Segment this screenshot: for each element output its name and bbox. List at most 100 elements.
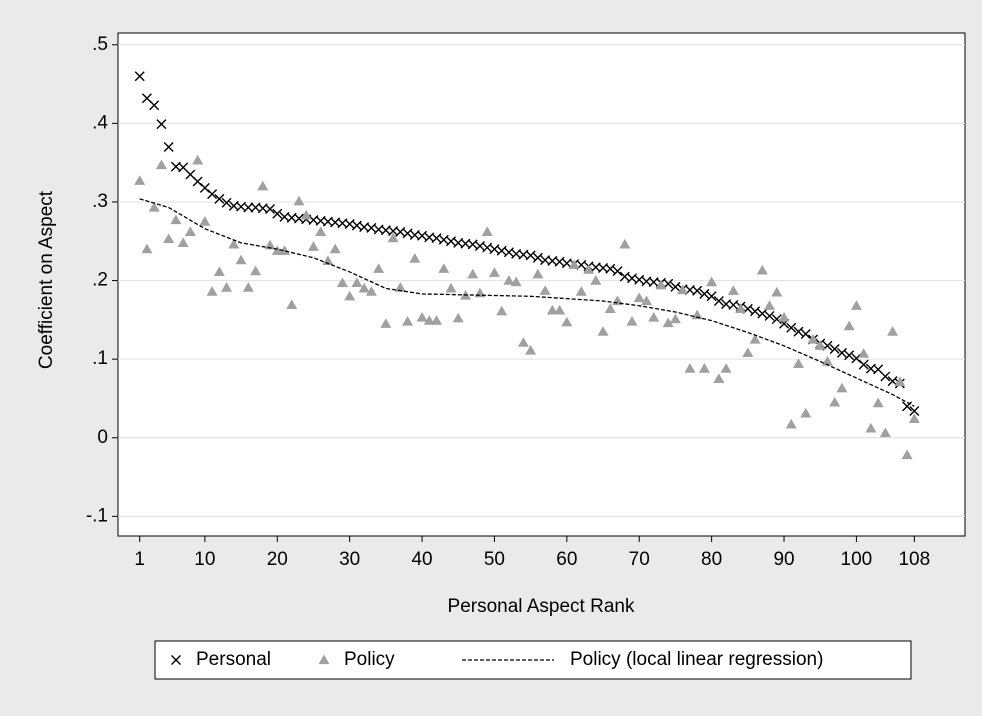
y-tick-label: -.1 — [86, 505, 108, 526]
marker-triangle — [691, 309, 703, 320]
x-tick-label: 30 — [339, 549, 360, 570]
marker-triangle — [170, 214, 182, 225]
marker-triangle — [488, 267, 500, 277]
marker-triangle — [735, 303, 747, 313]
marker-x — [525, 250, 536, 261]
marker-x — [706, 291, 717, 302]
x-tick-label: 80 — [701, 549, 722, 570]
marker-triangle — [539, 285, 551, 295]
marker-triangle — [525, 345, 537, 355]
marker-triangle — [901, 449, 913, 460]
marker-triangle — [380, 318, 392, 328]
marker-x — [670, 281, 681, 292]
marker-triangle — [155, 159, 167, 170]
marker-triangle — [192, 154, 204, 165]
marker-triangle — [894, 376, 906, 387]
marker-triangle — [373, 263, 385, 273]
marker-triangle — [134, 175, 146, 185]
y-tick-label: .5 — [92, 34, 108, 55]
marker-x — [134, 71, 145, 82]
marker-triangle — [257, 180, 269, 191]
marker-x — [786, 322, 797, 333]
marker-triangle — [206, 286, 218, 296]
legend-label: Policy (local linear regression) — [570, 649, 823, 670]
marker-triangle — [307, 241, 319, 251]
marker-triangle — [662, 317, 674, 328]
x-tick-label: 90 — [773, 549, 794, 570]
marker-triangle — [698, 363, 710, 373]
marker-x — [605, 263, 616, 274]
marker-triangle — [778, 312, 790, 322]
y-tick-label: .4 — [92, 112, 108, 133]
marker-x — [699, 288, 710, 299]
marker-x — [221, 197, 232, 208]
marker-triangle — [554, 304, 566, 315]
x-tick-label: 1 — [134, 549, 145, 570]
marker-x — [800, 329, 811, 340]
marker-triangle — [829, 396, 841, 407]
marker-triangle — [438, 263, 450, 273]
marker-triangle — [423, 315, 435, 325]
marker-triangle — [858, 348, 870, 358]
marker-triangle — [771, 286, 783, 297]
marker-triangle — [669, 313, 681, 324]
marker-triangle — [365, 286, 377, 296]
marker-triangle — [184, 226, 196, 236]
marker-triangle — [626, 315, 638, 326]
marker-x — [163, 141, 174, 152]
marker-triangle — [199, 216, 211, 226]
marker-triangle — [351, 277, 363, 288]
marker-triangle — [713, 373, 725, 383]
marker-triangle — [532, 268, 544, 279]
marker-x — [692, 285, 703, 296]
y-tick-label: 0 — [97, 427, 108, 448]
marker-triangle — [619, 238, 631, 249]
regression-line — [139, 198, 915, 407]
x-tick-label: 70 — [629, 549, 650, 570]
marker-triangle — [879, 427, 891, 438]
marker-triangle — [221, 282, 233, 292]
x-tick-label: 10 — [194, 549, 215, 570]
marker-x — [829, 343, 840, 354]
marker-triangle — [279, 245, 291, 255]
x-axis-label: Personal Aspect Rank — [448, 596, 635, 617]
marker-triangle — [583, 264, 595, 274]
marker-triangle — [872, 397, 884, 408]
marker-triangle — [843, 320, 855, 331]
marker-x — [844, 350, 855, 361]
marker-triangle — [510, 276, 522, 287]
marker-x — [836, 347, 847, 358]
marker-triangle — [568, 259, 580, 269]
marker-triangle — [908, 413, 920, 424]
legend-marker — [171, 655, 181, 665]
marker-triangle — [481, 226, 493, 236]
marker-triangle — [821, 356, 833, 366]
marker-triangle — [684, 363, 696, 373]
marker-triangle — [271, 245, 283, 255]
marker-triangle — [546, 304, 558, 315]
marker-triangle — [387, 232, 399, 243]
marker-triangle — [445, 282, 457, 293]
marker-x — [750, 306, 761, 317]
marker-x — [858, 359, 869, 370]
marker-triangle — [865, 422, 877, 433]
marker-triangle — [496, 305, 508, 316]
marker-triangle — [394, 282, 406, 292]
marker-x — [532, 252, 543, 263]
marker-x — [771, 314, 782, 325]
marker-triangle — [148, 201, 160, 212]
marker-x — [156, 119, 167, 130]
y-tick-label: .2 — [92, 270, 108, 291]
marker-x — [713, 296, 724, 306]
y-tick-label: .3 — [92, 191, 108, 212]
marker-triangle — [727, 285, 739, 295]
marker-triangle — [720, 363, 732, 373]
marker-triangle — [792, 358, 804, 369]
marker-triangle — [785, 418, 797, 429]
marker-triangle — [358, 282, 370, 293]
marker-triangle — [604, 303, 616, 313]
marker-x — [663, 278, 674, 289]
marker-triangle — [213, 266, 225, 277]
marker-x — [149, 100, 160, 111]
